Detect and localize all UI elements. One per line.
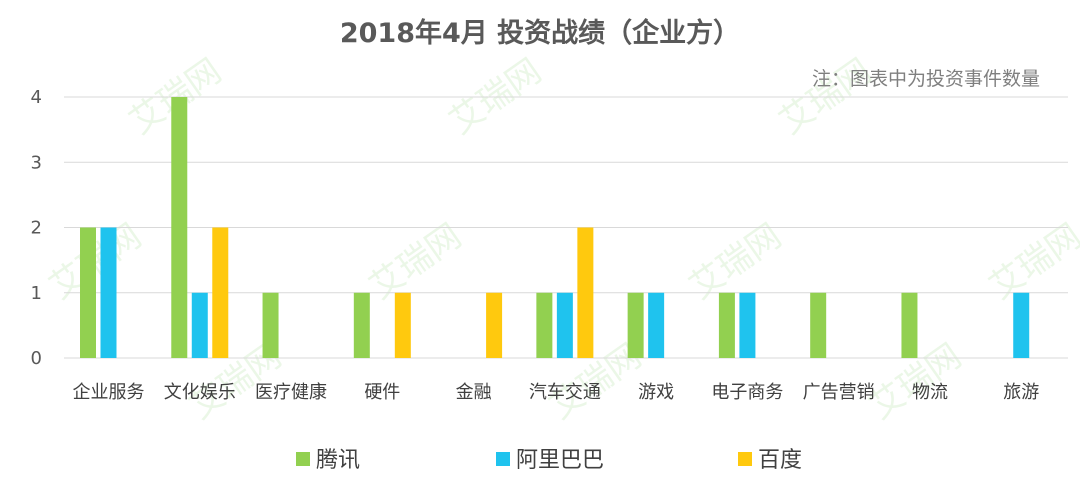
- x-category-label: 文化娱乐: [164, 382, 236, 403]
- y-tick-label: 4: [31, 87, 42, 108]
- x-category-label: 企业服务: [73, 382, 145, 403]
- x-category-label: 医疗健康: [255, 382, 327, 403]
- bar-腾讯-游戏: [627, 292, 644, 358]
- bar-腾讯-物流: [901, 292, 918, 358]
- chart-title: 2018年4月 投资战绩（企业方）: [340, 17, 740, 49]
- watermark-text: 艾瑞网: [682, 216, 788, 307]
- x-category-label: 旅游: [1003, 382, 1039, 403]
- legend-label: 百度: [758, 448, 802, 473]
- bar-阿里巴巴-企业服务: [100, 227, 117, 358]
- bar-腾讯-硬件: [353, 292, 370, 358]
- y-tick-label: 2: [31, 218, 42, 239]
- watermark-layer: 艾瑞网艾瑞网艾瑞网艾瑞网艾瑞网艾瑞网艾瑞网艾瑞网艾瑞网艾瑞网: [42, 51, 1080, 427]
- bar-百度-文化娱乐: [212, 227, 229, 358]
- bar-腾讯-广告营销: [810, 292, 827, 358]
- x-category-label: 硬件: [364, 382, 400, 403]
- y-tick-label: 1: [31, 283, 42, 304]
- bar-阿里巴巴-游戏: [648, 292, 665, 358]
- chart-note: 注：图表中为投资事件数量: [812, 68, 1040, 90]
- legend-swatch-百度: [738, 452, 752, 466]
- bar-腾讯-文化娱乐: [171, 97, 188, 358]
- x-category-label: 电子商务: [711, 382, 783, 403]
- bar-百度-汽车交通: [577, 227, 594, 358]
- watermark-text: 艾瑞网: [982, 216, 1080, 307]
- x-category-label: 金融: [456, 382, 492, 403]
- legend-swatch-阿里巴巴: [496, 452, 510, 466]
- bar-百度-金融: [486, 292, 503, 358]
- x-axis: 企业服务 文化娱乐 医疗健康 硬件 金融 汽车交通 游戏 电子商务 广告营销 物流 旅游: [73, 382, 1040, 403]
- y-axis: 0 1 2 3 4: [31, 87, 42, 369]
- legend-swatch-腾讯: [296, 452, 310, 466]
- bar-腾讯-汽车交通: [536, 292, 553, 358]
- bar-阿里巴巴-汽车交通: [556, 292, 573, 358]
- y-tick-label: 3: [31, 152, 42, 173]
- x-category-label: 物流: [912, 382, 948, 403]
- bar-阿里巴巴-电子商务: [739, 292, 756, 358]
- legend-label: 阿里巴巴: [516, 448, 604, 473]
- x-category-label: 汽车交通: [529, 382, 601, 403]
- bars: [80, 97, 1030, 358]
- legend-label: 腾讯: [316, 448, 360, 473]
- bar-阿里巴巴-文化娱乐: [191, 292, 208, 358]
- bar-腾讯-医疗健康: [262, 292, 279, 358]
- bar-腾讯-企业服务: [80, 227, 96, 358]
- x-category-label: 广告营销: [803, 382, 875, 403]
- x-category-label: 游戏: [638, 382, 674, 403]
- bar-百度-硬件: [394, 292, 411, 358]
- y-tick-label: 0: [31, 348, 42, 369]
- bar-阿里巴巴-旅游: [1013, 292, 1030, 358]
- legend: 腾讯 阿里巴巴 百度: [296, 448, 802, 473]
- bar-腾讯-电子商务: [718, 292, 735, 358]
- watermark-text: 艾瑞网: [362, 216, 468, 307]
